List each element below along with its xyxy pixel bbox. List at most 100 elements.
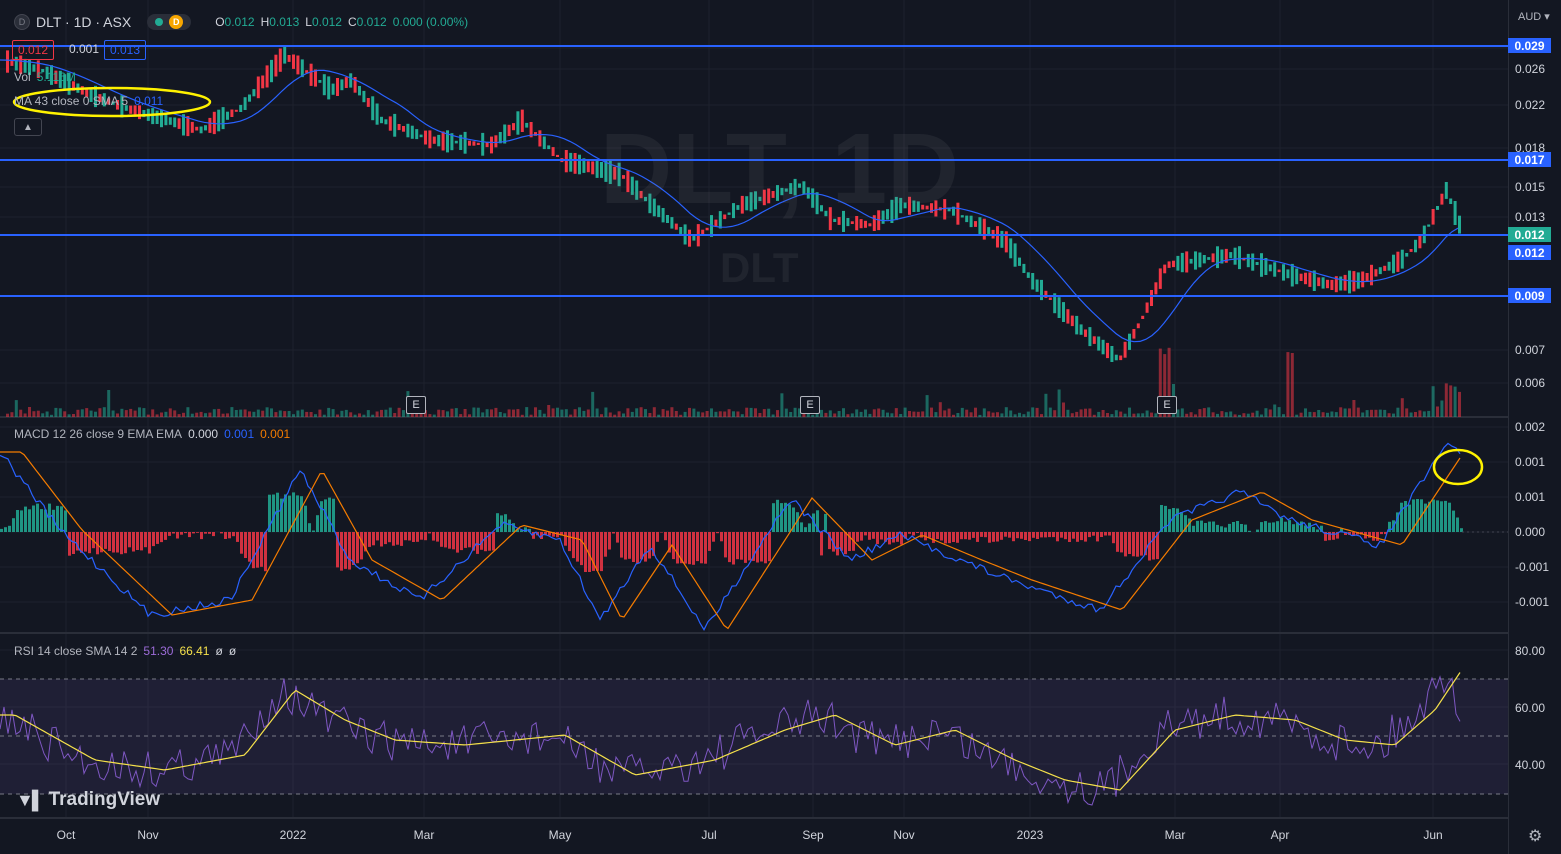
candle	[1264, 258, 1268, 275]
volume-bar	[692, 408, 696, 417]
macd-histogram-bar	[152, 532, 155, 547]
candle	[1106, 342, 1109, 359]
collapse-legend-button[interactable]: ▲	[14, 118, 42, 136]
buy-button[interactable]: 0.013	[104, 40, 147, 60]
price-axis-label: 0.026	[1515, 62, 1546, 76]
candle	[982, 218, 986, 240]
candle	[1163, 264, 1167, 274]
volume-bar	[1436, 406, 1439, 417]
volume-bar	[560, 409, 564, 417]
macd-histogram-bar	[16, 510, 19, 532]
ma-value-tag: 0.012	[1508, 245, 1551, 260]
candle	[230, 109, 234, 117]
tradingview-logo[interactable]: ▼▌ TradingView	[16, 789, 161, 810]
macd-histogram-bar	[524, 527, 527, 532]
candle	[921, 204, 925, 210]
macd-histogram-bar	[820, 532, 823, 556]
macd-histogram-bar	[268, 494, 271, 532]
volume-bar	[243, 409, 247, 417]
candle	[965, 215, 969, 223]
macd-histogram-bar	[1040, 532, 1043, 538]
earnings-marker[interactable]: E	[406, 396, 426, 414]
volume-bar	[366, 410, 370, 417]
candle	[1018, 257, 1021, 266]
candle	[1057, 297, 1061, 318]
candle	[657, 205, 661, 218]
macd-histogram-bar	[528, 528, 531, 532]
rsi-legend[interactable]: RSI 14 close SMA 14 2 51.30 66.41 ø ø	[14, 644, 237, 658]
candle	[1356, 272, 1360, 289]
volume-bar	[886, 412, 889, 417]
macd-histogram-bar	[96, 532, 99, 555]
price-axis[interactable]	[1508, 0, 1561, 854]
macd-histogram-bar	[1332, 532, 1335, 540]
macd-histogram-bar	[816, 510, 819, 532]
macd-histogram-bar	[48, 503, 51, 532]
macd-histogram-bar	[252, 532, 255, 569]
volume-bar	[595, 408, 599, 417]
volume-bar	[780, 393, 784, 417]
market-status-badge[interactable]: D	[147, 14, 192, 30]
candle	[138, 105, 141, 120]
candle	[164, 114, 168, 126]
candle	[1084, 329, 1087, 337]
earnings-marker[interactable]: E	[800, 396, 820, 414]
volume-bar	[1004, 407, 1008, 417]
candle	[908, 196, 911, 215]
volume-bar	[1106, 413, 1109, 417]
volume-bar	[512, 409, 515, 417]
volume-bar	[120, 408, 124, 417]
macd-histogram-bar	[988, 532, 991, 543]
candle	[723, 214, 727, 220]
volume-bar	[415, 411, 419, 417]
volume-bar	[217, 408, 221, 417]
macd-histogram-bar	[1452, 510, 1455, 532]
candle	[366, 98, 370, 107]
candle	[1370, 264, 1373, 286]
candle	[608, 160, 612, 184]
volume-bar	[336, 414, 339, 417]
earnings-marker[interactable]: E	[1157, 396, 1177, 414]
volume-bar	[362, 414, 366, 417]
macd-histogram-bar	[1020, 532, 1023, 539]
candle	[595, 160, 599, 178]
candle	[930, 203, 933, 213]
macd-histogram-bar	[444, 532, 447, 548]
macd-histogram-bar	[772, 503, 775, 532]
macd-histogram-bar	[144, 532, 147, 548]
currency-selector[interactable]: AUD ▾	[1518, 11, 1550, 23]
volume-bar	[371, 414, 375, 417]
macd-histogram-bar	[84, 532, 87, 552]
macd-histogram-bar	[52, 509, 55, 532]
volume-bar	[1084, 408, 1087, 417]
macd-histogram-bar	[556, 532, 559, 538]
volume-bar	[1361, 412, 1365, 417]
sell-button[interactable]: 0.012	[12, 40, 55, 60]
macd-histogram-bar	[724, 532, 727, 558]
macd-legend[interactable]: MACD 12 26 close 9 EMA EMA 0.000 0.001 0…	[14, 427, 291, 441]
macd-histogram-bar	[100, 532, 103, 553]
volume-bar	[762, 409, 766, 417]
macd-histogram-bar	[828, 532, 831, 550]
macd-histogram-bar	[1076, 532, 1079, 542]
volume-legend[interactable]: Vol 5.116M	[14, 70, 76, 84]
volume-bar	[54, 407, 58, 417]
candle	[925, 205, 929, 210]
candle	[745, 196, 749, 211]
macd-histogram-bar	[592, 532, 595, 571]
macd-histogram-bar	[80, 532, 83, 553]
ma-legend[interactable]: MA 43 close 0 SMA 5 0.011	[14, 94, 164, 108]
candle	[1031, 273, 1035, 290]
macd-histogram-bar	[428, 532, 431, 534]
macd-histogram-bar	[1032, 532, 1035, 538]
candle	[635, 180, 639, 200]
settings-gear-icon[interactable]: ⚙	[1528, 828, 1543, 845]
candle	[1040, 279, 1043, 301]
macd-histogram-bar	[976, 532, 979, 542]
volume-bar	[894, 408, 898, 417]
candle	[98, 94, 102, 103]
macd-histogram-bar	[484, 532, 487, 552]
symbol-title[interactable]: DLT · 1D · ASX	[36, 14, 132, 30]
